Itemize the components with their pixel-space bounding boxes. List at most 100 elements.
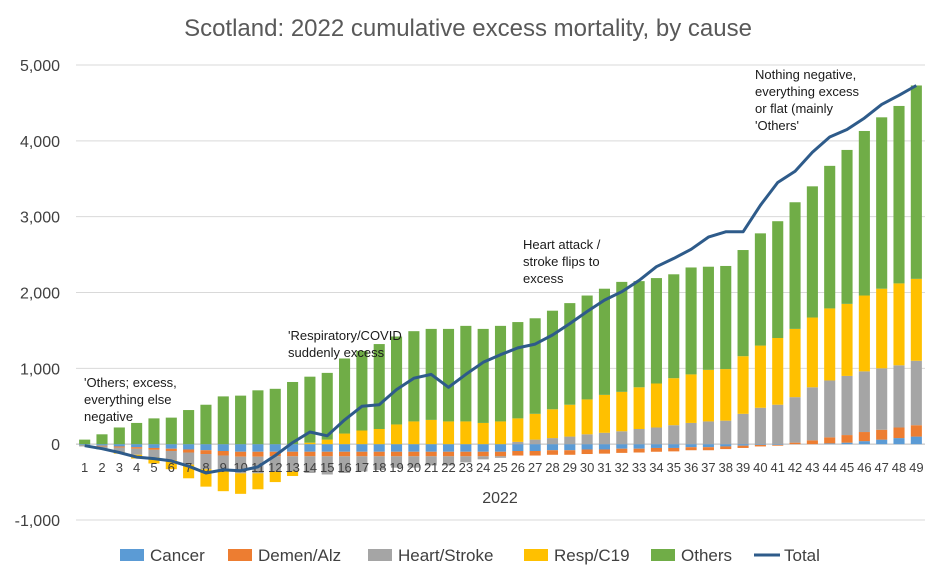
- bar-heart-stroke: [789, 397, 801, 443]
- x-tick-label: 39: [736, 460, 750, 475]
- legend-label: Resp/C19: [554, 546, 630, 565]
- bar-demen-alz: [339, 451, 351, 457]
- annotations: 'Others; excess, everything else negative '…: [84, 67, 860, 424]
- bar-demen-alz: [598, 449, 611, 454]
- bar-heart-stroke: [235, 456, 247, 474]
- bar-cancer: [200, 444, 212, 451]
- bar-cancer: [737, 444, 749, 446]
- bar-demen-alz: [356, 451, 368, 457]
- annotation-text: 'Respiratory/COVID: [288, 328, 402, 343]
- bar-resp-c19: [581, 399, 593, 435]
- bar-resp-c19: [893, 283, 905, 366]
- x-tick-label: 12: [268, 460, 282, 475]
- annotation-text: 'Others; excess,: [84, 375, 177, 390]
- bar-cancer: [165, 444, 177, 449]
- bar-demen-alz: [304, 451, 316, 457]
- x-tick-label: 40: [753, 460, 767, 475]
- bar-cancer: [79, 444, 91, 445]
- y-tick-label: 2,000: [20, 286, 60, 303]
- x-tick-label: 49: [909, 460, 923, 475]
- bar-others: [529, 318, 541, 414]
- bar-heart-stroke: [529, 439, 541, 445]
- x-tick-label: 38: [719, 460, 733, 475]
- bar-heart-stroke: [824, 380, 836, 438]
- bar-cancer: [633, 444, 645, 449]
- annotation-text: stroke flips to: [523, 254, 600, 269]
- bar-demen-alz: [131, 447, 143, 449]
- bar-cancer: [304, 444, 316, 452]
- x-tick-label: 22: [441, 460, 455, 475]
- bar-others: [304, 376, 316, 443]
- bar-resp-c19: [564, 404, 576, 437]
- bar-heart-stroke: [304, 456, 316, 473]
- bar-resp-c19: [183, 464, 195, 479]
- bar-resp-c19: [200, 469, 212, 487]
- bar-cancer: [546, 444, 559, 451]
- bar-demen-alz: [772, 444, 784, 446]
- bar-cancer: [113, 444, 125, 447]
- bar-demen-alz: [893, 427, 905, 439]
- bar-heart-stroke: [546, 438, 559, 445]
- y-axis: -1,000 0 1,000 2,000 3,000 4,000 5,000: [15, 58, 60, 530]
- bar-demen-alz: [113, 446, 125, 448]
- bar-heart-stroke: [287, 456, 299, 472]
- y-tick-label: -1,000: [15, 513, 60, 530]
- bar-demen-alz: [390, 451, 403, 457]
- bar-resp-c19: [408, 421, 420, 445]
- bar-heart-stroke: [269, 456, 281, 472]
- bar-others: [789, 202, 801, 329]
- bar-resp-c19: [148, 457, 160, 464]
- legend-marker: [524, 549, 548, 561]
- bar-demen-alz: [876, 429, 888, 440]
- bar-cancer: [512, 444, 524, 451]
- x-tick-label: 21: [424, 460, 438, 475]
- x-tick-label: 16: [337, 460, 351, 475]
- y-tick-label: 0: [51, 437, 60, 454]
- bar-demen-alz: [529, 450, 541, 456]
- annotation-text: everything else: [84, 392, 171, 407]
- x-tick-label: 19: [389, 460, 403, 475]
- x-tick-label: 28: [545, 460, 559, 475]
- bar-cancer: [460, 444, 472, 452]
- bar-demen-alz: [754, 444, 766, 447]
- bar-heart-stroke: [79, 444, 91, 447]
- bar-heart-stroke: [512, 441, 524, 445]
- bar-cancer: [287, 444, 299, 452]
- bar-heart-stroke: [148, 449, 160, 458]
- bar-heart-stroke: [200, 454, 212, 470]
- bar-cancer: [148, 444, 160, 448]
- annotation-text: suddenly excess: [288, 345, 385, 360]
- bar-cancer: [581, 444, 593, 450]
- bar-resp-c19: [841, 303, 853, 376]
- x-tick-label: 5: [150, 460, 157, 475]
- bar-demen-alz: [789, 442, 801, 445]
- bar-resp-c19: [546, 409, 559, 439]
- bar-heart-stroke: [321, 456, 333, 475]
- bar-heart-stroke: [754, 407, 766, 445]
- x-tick-label: 48: [892, 460, 906, 475]
- bar-demen-alz: [633, 448, 645, 453]
- x-axis-label: 2022: [482, 490, 518, 507]
- bar-cancer: [685, 444, 697, 448]
- bar-demen-alz: [442, 451, 455, 457]
- annotation-text: Nothing negative,: [755, 67, 856, 82]
- x-tick-label: 6: [168, 460, 175, 475]
- annotation-text: negative: [84, 409, 133, 424]
- bar-others: [876, 117, 888, 289]
- bar-demen-alz: [910, 425, 922, 437]
- x-tick-label: 17: [355, 460, 369, 475]
- x-tick-label: 45: [840, 460, 854, 475]
- bar-demen-alz: [235, 451, 247, 457]
- bar-demen-alz: [824, 437, 836, 444]
- y-tick-label: 5,000: [20, 58, 60, 75]
- bar-resp-c19: [789, 328, 801, 398]
- bar-cancer: [650, 444, 662, 448]
- bar-resp-c19: [512, 418, 524, 442]
- x-tick-label: 31: [597, 460, 611, 475]
- bar-heart-stroke: [702, 421, 714, 445]
- bar-others: [79, 439, 91, 445]
- x-tick-label: 24: [476, 460, 490, 475]
- bar-resp-c19: [910, 278, 922, 361]
- bar-others: [650, 278, 662, 384]
